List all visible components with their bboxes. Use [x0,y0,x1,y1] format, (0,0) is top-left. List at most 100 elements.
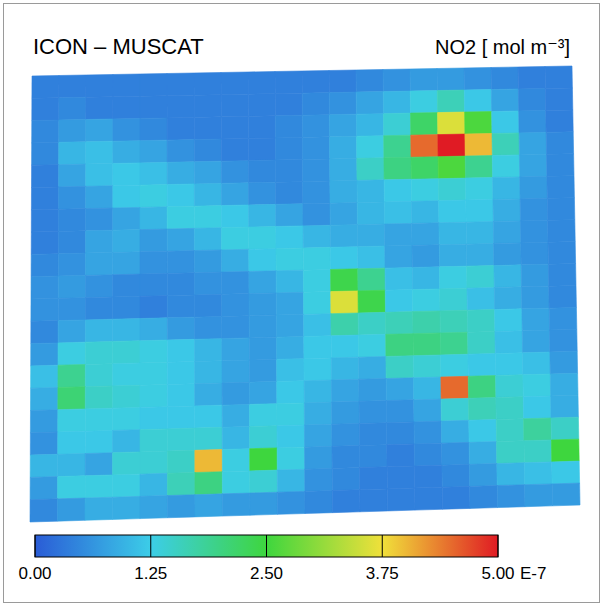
cell [58,454,86,477]
cell [357,202,384,225]
cell [551,417,579,440]
colorbar-tick [266,535,267,557]
cell [167,450,194,473]
cell [195,339,222,362]
cell [86,186,113,209]
cell [523,352,551,375]
cell [275,93,302,116]
cell [552,483,580,506]
cell [550,329,578,352]
cell [438,156,465,179]
cell [250,404,278,427]
cell [140,451,167,474]
cell [385,245,412,268]
cell [276,314,303,337]
cell [221,94,248,117]
cell [467,266,495,289]
cell [386,334,414,357]
cell [195,361,222,384]
cell [275,115,302,138]
cell [85,364,112,387]
cell [86,75,113,98]
cell [467,310,495,333]
variable-label: NO2 [ mol m⁻³] [435,36,570,58]
cell [194,73,221,96]
cell [493,199,521,222]
cell [468,376,496,399]
cell [466,200,493,223]
cell [357,180,384,203]
cell [385,267,412,290]
cell [304,336,331,359]
cell [248,160,275,183]
cell [276,270,303,293]
cell [58,409,85,432]
cell [249,204,276,227]
cell [548,264,576,287]
cell [167,162,194,185]
cell [491,67,518,90]
cell [140,74,167,97]
cell [276,292,303,315]
cell [410,69,437,92]
cell [194,272,221,295]
cell [411,179,438,202]
cell [249,337,276,360]
cell [85,475,113,498]
cell [194,95,221,118]
cell [495,331,523,354]
cell [332,468,360,491]
cell [492,111,519,134]
cell [465,156,492,179]
cell [140,185,167,208]
cell [413,333,441,356]
cell [465,112,492,135]
cell [524,440,552,463]
cell [466,222,494,245]
cell [113,407,140,430]
cell [547,176,575,199]
cell [360,489,388,512]
cell [58,209,85,232]
cell [85,297,112,320]
cell [86,275,113,298]
cell [167,140,194,163]
colorbar-tick [35,535,36,557]
cell [360,467,388,490]
cell [30,410,57,433]
cell [113,74,140,97]
cell [303,247,330,270]
cell [140,384,167,407]
cell [86,119,113,142]
cell [441,354,469,377]
cell [194,139,221,162]
cell [330,203,357,226]
cell [248,138,275,161]
cell [521,264,549,287]
cell [493,221,521,244]
cell [277,403,305,426]
cell [140,496,168,519]
cell [357,158,384,181]
cell [384,201,411,224]
cell [277,491,305,514]
cell [222,427,250,450]
cell [167,73,194,96]
cell [31,365,58,388]
cell [359,445,387,468]
cell [384,179,411,202]
cell [30,499,58,522]
cell [221,138,248,161]
cell [304,424,332,447]
cell [58,231,85,254]
cell [303,269,330,292]
cell [491,89,518,112]
cell [31,209,58,232]
cell [330,136,357,159]
cell [140,118,167,141]
cell [113,319,140,342]
cell [167,317,194,340]
cell [356,114,383,137]
cell [195,383,222,406]
cell [359,379,387,402]
